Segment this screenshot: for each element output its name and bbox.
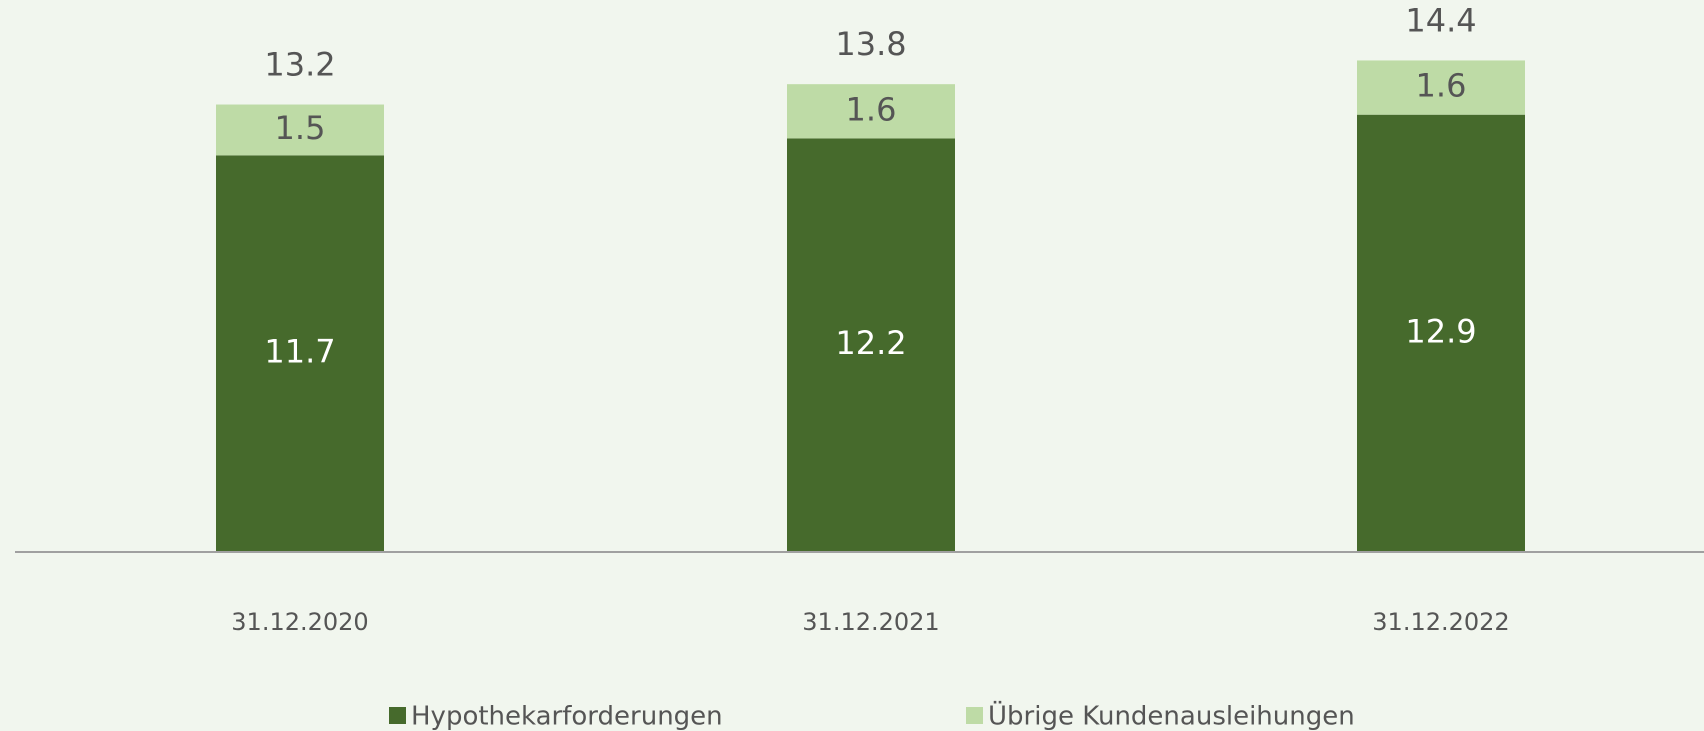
value-label: 1.6 (846, 90, 897, 128)
total-label: 13.2 (264, 46, 335, 84)
bar-segment (1357, 114, 1525, 552)
value-label: 1.5 (275, 109, 326, 147)
bar-segment (787, 138, 955, 553)
legend-swatch (966, 707, 983, 724)
bar-segment (787, 84, 955, 139)
bar-segment (216, 104, 384, 156)
value-label: 1.6 (1416, 67, 1467, 105)
x-tick-label: 31.12.2021 (802, 608, 939, 636)
legend-swatch (389, 707, 406, 724)
value-label: 12.2 (835, 324, 906, 362)
bar-segment (1357, 60, 1525, 115)
legend-label: Hypothekarforderungen (411, 702, 723, 731)
bar-segment (216, 155, 384, 552)
x-tick-label: 31.12.2020 (231, 608, 368, 636)
total-label: 14.4 (1405, 1, 1476, 39)
total-label: 13.8 (835, 25, 906, 63)
value-label: 12.9 (1405, 312, 1476, 350)
x-tick-label: 31.12.2022 (1372, 608, 1509, 636)
legend-label: Übrige Kundenausleihungen (988, 700, 1355, 731)
value-label: 11.7 (264, 333, 335, 371)
